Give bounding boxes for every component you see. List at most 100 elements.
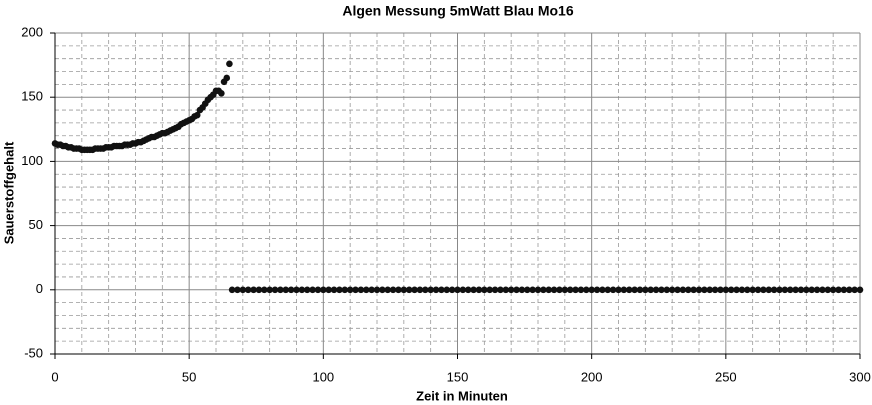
point xyxy=(625,286,633,294)
point xyxy=(819,286,826,294)
point xyxy=(193,111,201,119)
point xyxy=(556,286,563,294)
x-axis-label: Zeit in Minuten xyxy=(416,388,508,403)
point xyxy=(749,286,756,294)
point xyxy=(266,286,273,294)
point xyxy=(362,286,370,294)
point xyxy=(475,286,483,294)
y-tick-label: 100 xyxy=(21,153,43,168)
point xyxy=(668,286,676,294)
point xyxy=(352,286,359,294)
point xyxy=(261,286,268,294)
point xyxy=(228,286,236,294)
point xyxy=(293,286,300,294)
point xyxy=(674,286,681,294)
point xyxy=(765,286,773,294)
point xyxy=(829,286,837,294)
point xyxy=(593,286,601,294)
point xyxy=(738,286,746,294)
point xyxy=(218,90,225,97)
point xyxy=(529,286,536,294)
y-tick-label: 200 xyxy=(21,24,43,39)
point xyxy=(717,286,724,294)
point xyxy=(636,286,644,294)
point xyxy=(856,286,864,294)
point xyxy=(588,286,595,294)
point xyxy=(373,286,381,294)
point xyxy=(223,74,231,82)
point xyxy=(545,286,553,294)
point xyxy=(481,286,488,294)
point xyxy=(277,286,284,294)
point xyxy=(776,286,783,294)
point xyxy=(577,286,585,294)
x-tick-label: 250 xyxy=(715,369,737,384)
x-tick-label: 0 xyxy=(51,369,58,384)
point xyxy=(792,286,799,294)
point xyxy=(320,286,327,294)
point xyxy=(786,286,794,294)
point xyxy=(282,286,290,294)
point xyxy=(631,286,638,294)
x-tick-label: 200 xyxy=(581,369,603,384)
point xyxy=(448,286,456,294)
point xyxy=(341,286,349,294)
point xyxy=(620,286,628,294)
point xyxy=(835,286,842,294)
point xyxy=(684,286,692,294)
point xyxy=(797,286,805,294)
point xyxy=(405,286,413,294)
x-tick-label: 150 xyxy=(447,369,469,384)
point xyxy=(502,286,510,294)
point xyxy=(727,286,735,294)
y-axis-label: Sauerstoffgehalt xyxy=(1,141,16,244)
point xyxy=(513,286,520,294)
point xyxy=(384,286,392,294)
point xyxy=(422,286,429,294)
point xyxy=(583,286,590,294)
point xyxy=(416,286,424,294)
x-tick-label: 100 xyxy=(312,369,334,384)
point xyxy=(368,286,375,294)
point xyxy=(754,286,762,294)
point xyxy=(615,286,622,294)
point xyxy=(824,286,832,294)
point xyxy=(808,286,815,294)
point xyxy=(459,286,467,294)
point xyxy=(744,286,751,294)
point xyxy=(427,286,434,294)
point xyxy=(287,286,295,294)
point xyxy=(609,286,617,294)
point xyxy=(663,286,671,294)
point xyxy=(770,286,778,294)
point xyxy=(250,286,257,294)
point xyxy=(491,286,499,294)
x-tick-label: 50 xyxy=(182,369,196,384)
point xyxy=(572,286,579,294)
point xyxy=(845,286,853,294)
y-tick-label: 50 xyxy=(29,217,43,232)
point xyxy=(840,286,848,294)
point xyxy=(604,286,612,294)
point xyxy=(497,286,504,294)
point xyxy=(432,286,440,294)
point xyxy=(239,286,247,294)
point xyxy=(244,286,252,294)
point xyxy=(599,286,606,294)
point xyxy=(395,286,402,294)
point xyxy=(234,286,241,294)
point xyxy=(781,286,789,294)
point xyxy=(701,286,708,294)
point xyxy=(470,286,477,294)
point xyxy=(314,286,322,294)
y-tick-label: -50 xyxy=(24,345,43,360)
point xyxy=(303,286,311,294)
point xyxy=(711,286,719,294)
point xyxy=(851,286,858,294)
point xyxy=(507,286,515,294)
point xyxy=(722,286,730,294)
point xyxy=(652,286,660,294)
point xyxy=(346,286,354,294)
